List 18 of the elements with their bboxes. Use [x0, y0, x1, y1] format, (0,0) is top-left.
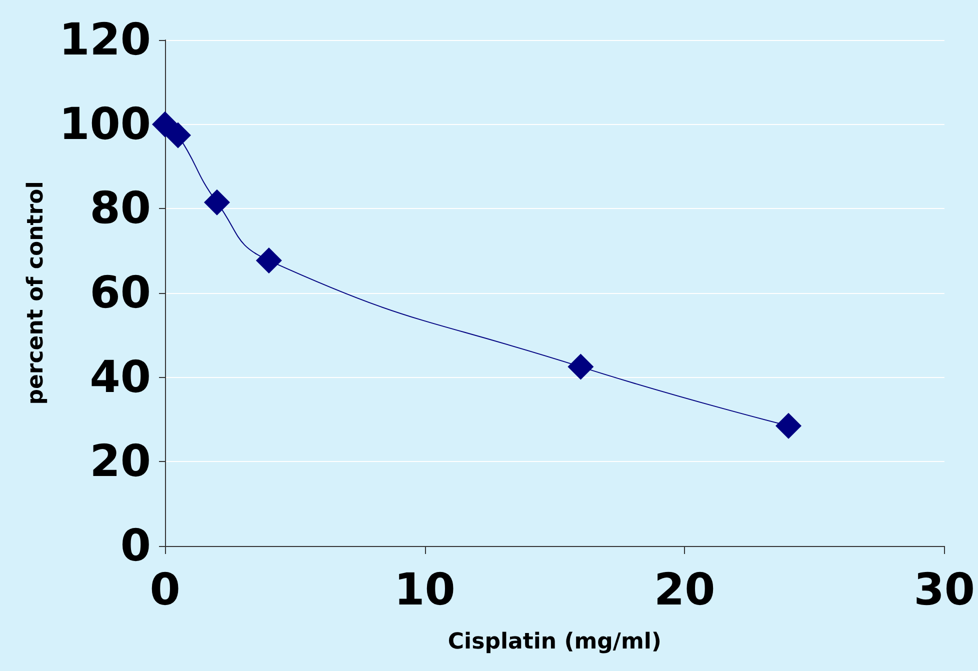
- point: [204, 189, 230, 216]
- x-tick-label: 10: [394, 564, 456, 616]
- x-tick-label: 20: [654, 564, 716, 616]
- y-tick-label: 60: [90, 268, 151, 318]
- point: [256, 248, 282, 274]
- y-axis-title: percent of control: [24, 181, 48, 405]
- point: [568, 354, 594, 380]
- y-tick-label: 40: [90, 352, 151, 403]
- x-tick-label: 30: [914, 564, 975, 616]
- y-tick-label: 100: [59, 98, 151, 150]
- y-tick-label: 0: [120, 520, 151, 572]
- point: [776, 412, 802, 439]
- x-axis-title: Cisplatin (mg/ml): [448, 630, 662, 654]
- point: [152, 111, 178, 138]
- y-tick-label: 20: [90, 436, 151, 488]
- point: [164, 122, 191, 148]
- y-tick-label: 80: [90, 183, 151, 234]
- y-tick-label: 120: [59, 14, 151, 66]
